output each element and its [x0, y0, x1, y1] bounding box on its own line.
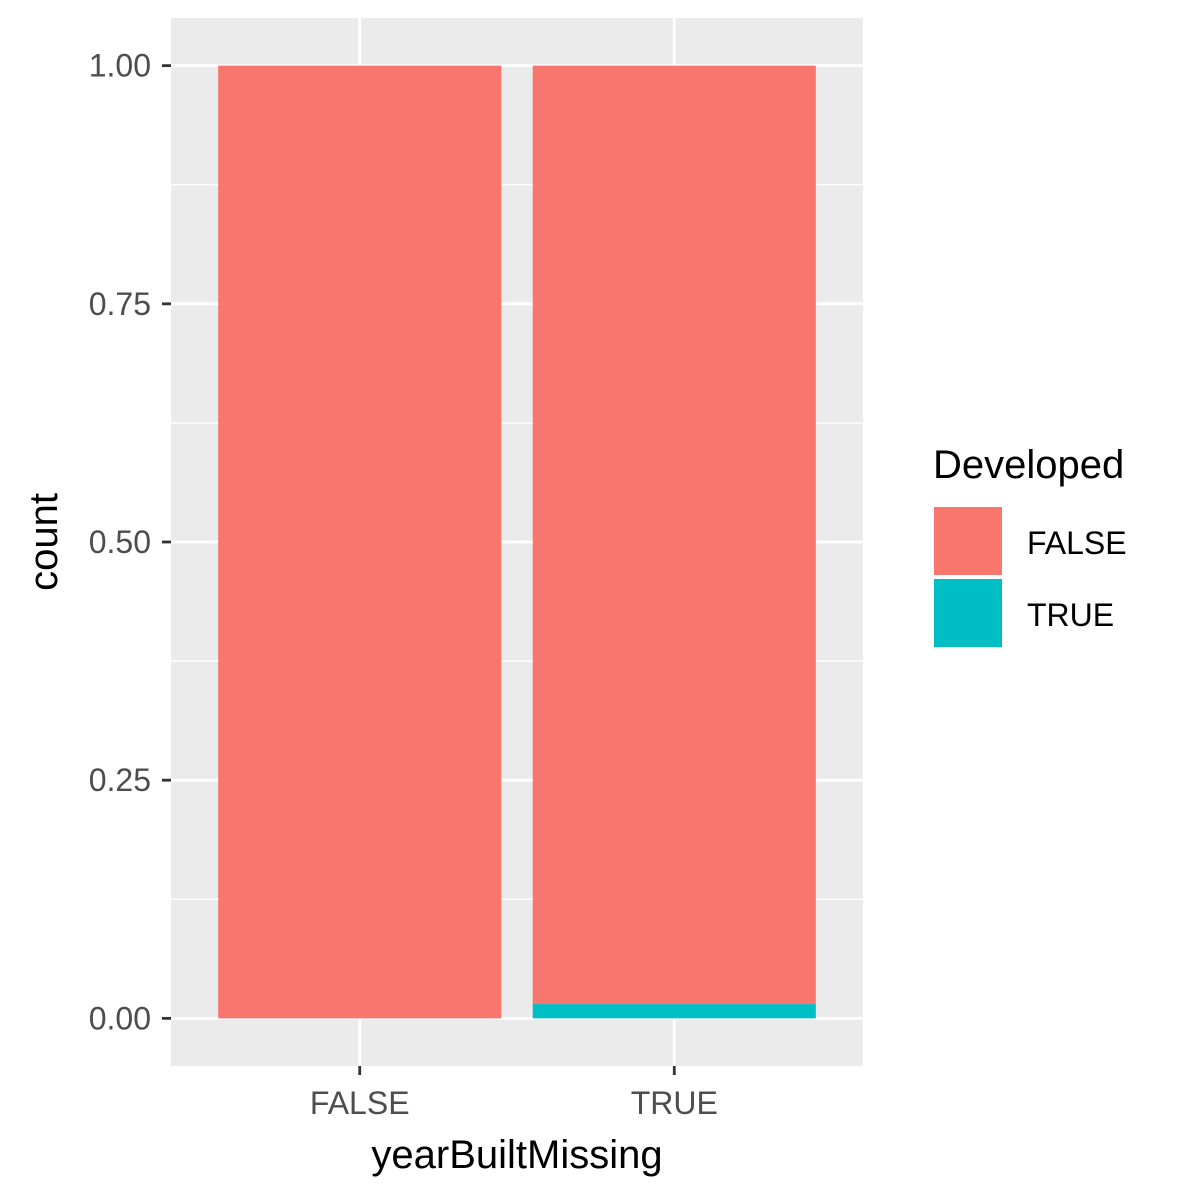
bars: [218, 65, 816, 1019]
y-axis: 0.00 0.25 0.50 0.75 1.00: [89, 48, 171, 1036]
bar-true-developed-false: [532, 65, 816, 1005]
x-tick-label: FALSE: [310, 1085, 410, 1121]
y-tick-label: 0.50: [89, 524, 151, 560]
bar-false-developed-false: [218, 65, 502, 1019]
x-axis-title: yearBuiltMissing: [371, 1133, 662, 1177]
y-axis-title: count: [22, 493, 66, 591]
legend-key-true: [934, 579, 1002, 647]
y-tick-label: 0.75: [89, 286, 151, 322]
x-tick-label: TRUE: [631, 1085, 718, 1121]
x-axis: FALSE TRUE: [310, 1066, 718, 1121]
legend-key-false: [934, 507, 1002, 575]
y-tick-label: 0.25: [89, 762, 151, 798]
y-tick-label: 0.00: [89, 1000, 151, 1036]
y-tick-label: 1.00: [89, 48, 151, 84]
bar-true-developed-true: [532, 1004, 816, 1019]
legend-label-true: TRUE: [1027, 597, 1114, 633]
legend-label-false: FALSE: [1027, 525, 1127, 561]
legend: Developed FALSE TRUE: [933, 443, 1127, 647]
legend-title: Developed: [933, 443, 1124, 487]
